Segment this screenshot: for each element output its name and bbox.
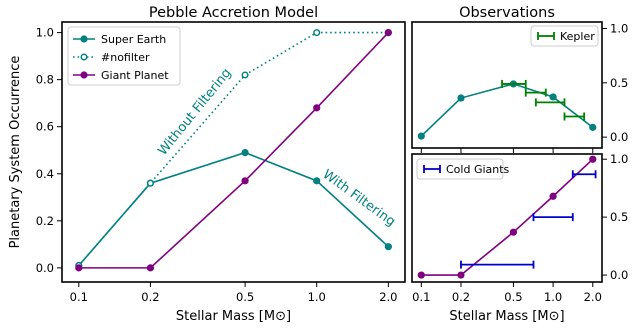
panel-0-frame xyxy=(61,21,406,283)
panel-2: 0.1 0.2 0.5 1.0 2.0 0.0 0.5 1.0 xyxy=(412,152,628,304)
data-point xyxy=(75,264,83,272)
panel-1: 0.0 0.5 1.0 xyxy=(417,22,628,153)
data-point xyxy=(241,148,249,157)
x-tick-label: 1.0 xyxy=(308,290,326,304)
panel-1-frame xyxy=(411,21,603,149)
data-point xyxy=(509,228,518,236)
y-tick-label: 1.0 xyxy=(610,22,628,36)
x-tick-label: 0.1 xyxy=(70,290,88,304)
legend-marker xyxy=(80,35,88,43)
x-tick-label: 0.2 xyxy=(141,290,159,304)
y-tick-label: 0.5 xyxy=(610,76,628,90)
legend-marker xyxy=(80,71,88,79)
y-tick-label: 0.0 xyxy=(610,268,628,282)
data-point xyxy=(457,94,465,102)
legend-marker xyxy=(80,53,88,61)
series-line xyxy=(420,83,594,137)
y-tick-label: 0.0 xyxy=(36,261,54,275)
data-point xyxy=(589,155,597,163)
legend: Cold Giants xyxy=(416,158,510,180)
data-point xyxy=(313,29,321,37)
data-point xyxy=(589,123,597,131)
x-tick-label: 0.2 xyxy=(452,290,470,304)
data-point xyxy=(417,271,425,279)
legend-label: #nofilter xyxy=(101,51,150,64)
data-point xyxy=(146,264,155,272)
data-point xyxy=(549,192,557,200)
legend-label: Super Earth xyxy=(101,33,166,46)
x-tick-label: 0.5 xyxy=(504,290,522,304)
legend-box xyxy=(67,26,181,86)
y-axis-label: Planetary System Occurrence xyxy=(8,56,23,249)
chart-title: Pebble Accretion Model xyxy=(149,5,318,21)
data-point xyxy=(241,177,249,185)
legend-box xyxy=(416,158,504,180)
y-tick-label: 0.0 xyxy=(610,130,628,144)
y-tick-label: 0.2 xyxy=(36,214,54,228)
chart-title: Observations xyxy=(459,5,555,21)
legend: Kepler xyxy=(530,25,599,47)
x-tick-label: 2.0 xyxy=(584,290,602,304)
data-point xyxy=(313,177,321,185)
x-tick-label: 0.5 xyxy=(236,290,254,304)
panel-2-frame xyxy=(411,153,603,283)
y-tick-label: 0.4 xyxy=(36,167,54,181)
legend: Super Earth #nofilter Giant Planet xyxy=(67,26,181,86)
data-point xyxy=(146,179,154,187)
data-point xyxy=(417,132,425,140)
x-axis-label: Stellar Mass [M⊙] xyxy=(449,309,564,324)
legend-box xyxy=(530,25,599,47)
series-line xyxy=(78,31,389,267)
data-point xyxy=(457,271,465,279)
legend-label: Cold Giants xyxy=(446,163,510,176)
x-tick-label: 1.0 xyxy=(544,290,562,304)
y-tick-label: 0.8 xyxy=(36,73,54,87)
y-tick-label: 0.6 xyxy=(36,120,54,134)
data-point xyxy=(384,28,392,37)
x-tick-label: 0.1 xyxy=(412,290,430,304)
panel-0: 0.1 0.2 0.5 1.0 2.0 0.0 0.2 0.4 0.6 0.8 1.0 xyxy=(36,26,398,304)
legend-label: Giant Planet xyxy=(101,69,169,82)
data-point xyxy=(549,93,557,101)
series-line xyxy=(78,151,389,267)
x-tick-label: 2.0 xyxy=(379,290,397,304)
data-point xyxy=(313,104,321,112)
y-tick-label: 0.5 xyxy=(610,210,628,224)
y-tick-label: 1.0 xyxy=(610,152,628,166)
data-point xyxy=(384,243,392,251)
legend-label: Kepler xyxy=(560,30,595,43)
y-tick-label: 1.0 xyxy=(36,26,54,40)
data-point xyxy=(241,71,249,79)
x-axis-label: Stellar Mass [M⊙] xyxy=(176,309,291,324)
